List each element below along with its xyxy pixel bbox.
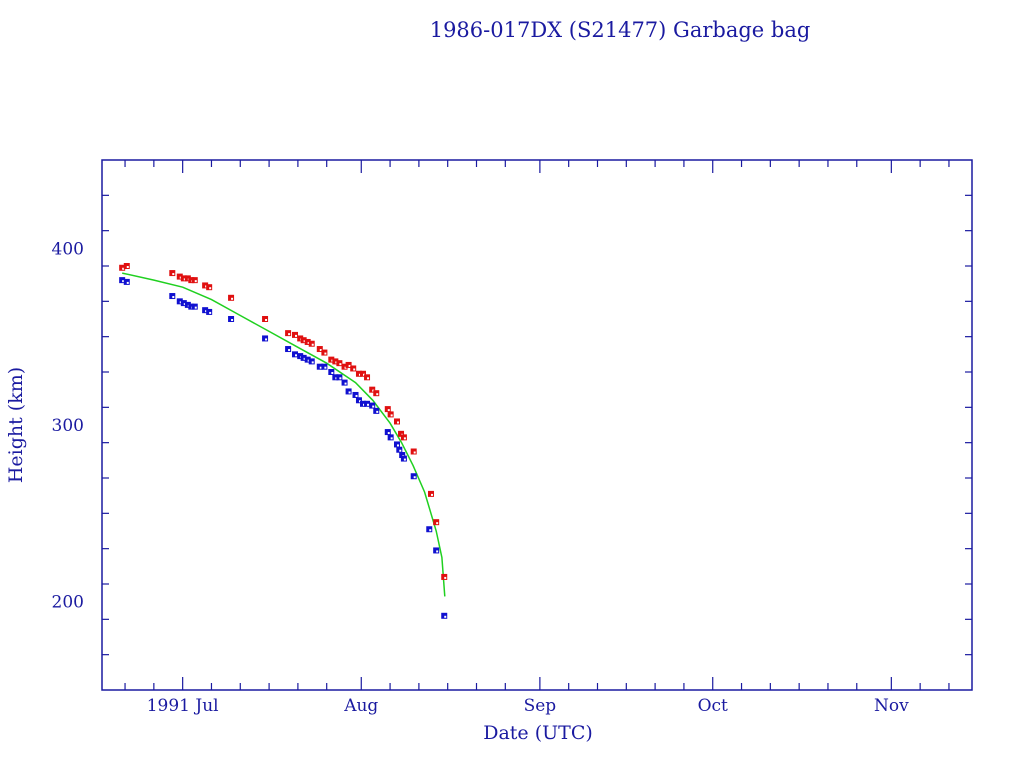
- perigee-point-highlight: [396, 444, 399, 447]
- apogee-point-highlight: [413, 451, 416, 454]
- x-tick-label: Sep: [524, 696, 557, 716]
- apogee-point-highlight: [288, 333, 291, 336]
- apogee-point-highlight: [367, 377, 370, 380]
- perigee-point-highlight: [335, 377, 338, 380]
- perigee-point-highlight: [399, 449, 402, 452]
- y-tick-label: 400: [52, 239, 84, 259]
- apogee-point-highlight: [122, 267, 125, 270]
- apogee-point-highlight: [303, 340, 306, 343]
- apogee-point-highlight: [194, 280, 197, 283]
- x-tick-label: 1991 Jul: [147, 696, 219, 716]
- apogee-point-highlight: [335, 361, 338, 364]
- perigee-point-highlight: [122, 280, 125, 283]
- perigee-point-highlight: [444, 615, 447, 618]
- perigee-point-highlight: [390, 437, 393, 440]
- perigee-point-highlight: [209, 311, 212, 314]
- apogee-point-highlight: [172, 273, 175, 276]
- perigee-point-highlight: [387, 432, 390, 435]
- apogee-point-highlight: [331, 359, 334, 362]
- perigee-point-highlight: [205, 310, 208, 313]
- perigee-point-highlight: [126, 281, 129, 284]
- perigee-point-highlight: [295, 354, 298, 357]
- apogee-point-highlight: [363, 373, 365, 376]
- perigee-point-highlight: [311, 361, 314, 364]
- fit-curve: [122, 272, 446, 597]
- perigee-point-highlight: [376, 410, 379, 413]
- perigee-point-highlight: [303, 357, 306, 360]
- apogee-point-highlight: [344, 366, 347, 369]
- perigee-point-highlight: [288, 349, 291, 352]
- perigee-point-highlight: [367, 403, 370, 406]
- apogee-point-highlight: [372, 389, 375, 392]
- perigee-point-highlight: [183, 303, 186, 306]
- perigee-point-highlight: [348, 391, 351, 394]
- apogee-point-highlight: [387, 409, 390, 412]
- perigee-point-highlight: [319, 366, 322, 369]
- perigee-point-highlight: [372, 405, 375, 408]
- apogee-point-highlight: [339, 363, 342, 366]
- apogee-point-highlight: [319, 349, 322, 352]
- x-tick-label: Oct: [698, 696, 728, 716]
- apogee-point-highlight: [403, 437, 406, 440]
- apogee-point-highlight: [231, 297, 234, 300]
- apogee-point-highlight: [444, 576, 447, 579]
- apogee-point-highlight: [183, 278, 186, 281]
- perigee-point-highlight: [265, 338, 268, 341]
- perigee-point-highlight: [355, 394, 358, 397]
- apogee-point-highlight: [390, 414, 393, 417]
- perigee-point-highlight: [358, 400, 361, 403]
- perigee-point-highlight: [429, 529, 432, 532]
- perigee-point-highlight: [324, 366, 327, 369]
- chart-title: 1986-017DX (S21477) Garbage bag: [430, 18, 811, 42]
- perigee-point-highlight: [231, 319, 234, 321]
- axis-ticks: [102, 160, 972, 690]
- apogee-point-highlight: [209, 287, 212, 290]
- apogee-point-highlight: [126, 266, 129, 268]
- apogee-point-highlight: [376, 393, 379, 396]
- perigee-point-highlight: [413, 476, 416, 479]
- perigee-point-highlight: [403, 458, 406, 461]
- y-tick-label: 200: [52, 593, 84, 613]
- apogee-point-highlight: [353, 368, 356, 371]
- perigee-point-highlight: [172, 296, 175, 299]
- perigee-point-highlight: [307, 359, 310, 362]
- apogee-point-highlight: [179, 276, 182, 279]
- fit-curve-group: [122, 272, 446, 597]
- perigee-point-highlight: [179, 301, 182, 304]
- apogee-point-highlight: [295, 334, 298, 337]
- y-tick-label: 300: [52, 416, 84, 436]
- x-axis-label: Date (UTC): [483, 722, 593, 744]
- data-points: [119, 263, 448, 619]
- apogee-point-highlight: [348, 364, 351, 367]
- perigee-point-highlight: [194, 306, 197, 309]
- x-tick-label: Aug: [343, 696, 378, 716]
- apogee-point-highlight: [358, 373, 361, 376]
- y-axis-label: Height (km): [5, 367, 27, 483]
- apogee-point-highlight: [205, 285, 208, 288]
- perigee-point-highlight: [363, 403, 365, 406]
- perigee-point-highlight: [344, 382, 347, 385]
- apogee-point-highlight: [430, 493, 433, 496]
- apogee-point-highlight: [396, 421, 399, 424]
- apogee-point-highlight: [324, 352, 327, 355]
- x-tick-label: Nov: [874, 696, 909, 716]
- perigee-point-highlight: [331, 372, 334, 374]
- apogee-point-highlight: [436, 522, 439, 525]
- apogee-point-highlight: [307, 341, 310, 344]
- axis-tick-labels: 200 300 400 1991 Jul Aug Sep Oct Nov: [52, 239, 910, 716]
- plot-frame: [101, 159, 973, 691]
- perigee-point-highlight: [436, 550, 439, 553]
- apogee-point-highlight: [265, 319, 268, 321]
- perigee-point-highlight: [339, 377, 342, 380]
- apogee-point-highlight: [311, 343, 314, 346]
